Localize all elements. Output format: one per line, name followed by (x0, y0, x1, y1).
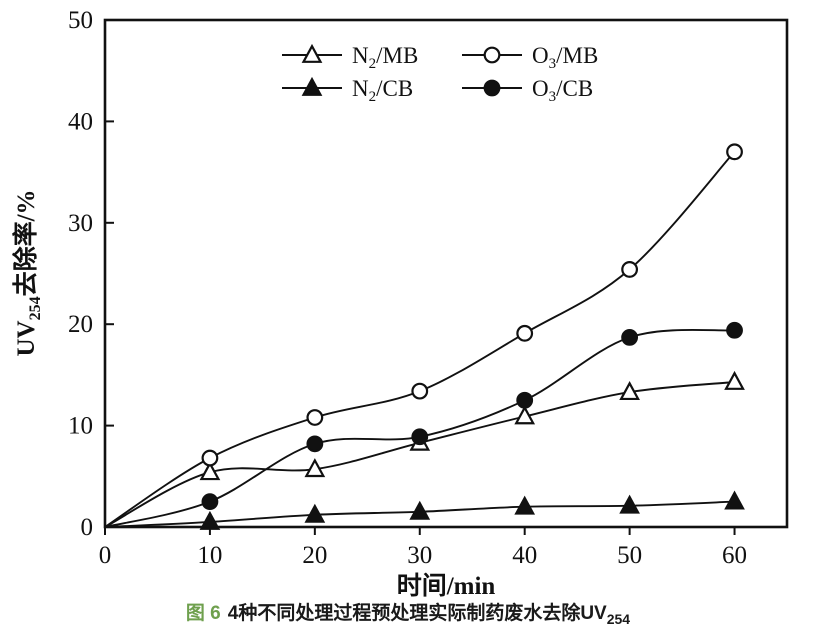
data-point-N2/CB-30min (409, 500, 431, 520)
data-point-O3/MB-20min (306, 409, 324, 426)
x-axis-tick-label: 20 (302, 542, 327, 569)
figure-number: 图 6 (185, 603, 221, 624)
legend-label-O3/MB: O3/MB (532, 43, 598, 72)
y-axis-title: UV254去除率/% (11, 189, 44, 356)
series-O3/MB (104, 143, 743, 528)
figure-caption: 图 6 4种不同处理过程预处理实际制药废水去除UV254 (0, 598, 816, 627)
data-point-N2/CB-10min (199, 510, 221, 530)
data-point-O3/MB-10min (201, 449, 219, 467)
data-point-N2/MB-40min (514, 405, 536, 425)
series-N2/CB (104, 490, 745, 530)
data-point-N2/MB-20min (304, 458, 326, 478)
data-point-O3/CB-40min (516, 391, 534, 409)
caption-subscript: 254 (606, 610, 631, 627)
x-axis-tick-label: 40 (512, 542, 537, 569)
legend-label-O3/CB: O3/CB (532, 76, 593, 105)
data-point-N2/CB-20min (304, 503, 326, 523)
y-axis-tick-label: 20 (68, 311, 93, 338)
plot-frame (103, 18, 789, 529)
data-point-N2/MB-10min (199, 461, 221, 481)
x-axis-title: 时间/min (397, 572, 496, 598)
data-point-O3/MB-40min (516, 324, 534, 342)
legend-entry-N2/MB: N2/MB (282, 43, 418, 72)
legend-marker-circle-open (483, 46, 501, 64)
data-point-N2/CB-60min (724, 490, 745, 510)
data-point-O3/CB-30min (411, 428, 429, 446)
x-axis-tick-label: 0 (99, 542, 112, 569)
x-axis-tick-label: 30 (407, 542, 432, 569)
legend-entry-O3/CB: O3/CB (462, 76, 593, 105)
legend-marker-triangle-open (301, 43, 323, 63)
legend-entry-O3/MB: O3/MB (462, 43, 598, 72)
x-axis-tick-label: 10 (197, 542, 222, 569)
y-axis-tick-label: 50 (68, 7, 93, 34)
legend-label-N2/MB: N2/MB (352, 43, 418, 72)
data-point-O3/MB-30min (411, 382, 429, 400)
y-axis-tick-label: 10 (68, 413, 93, 440)
data-point-O3/CB-10min (201, 493, 219, 511)
data-point-N2/MB-50min (619, 381, 640, 401)
y-axis-tick-label: 40 (68, 108, 93, 135)
data-point-N2/MB-60min (724, 370, 745, 390)
data-point-O3/CB-50min (621, 328, 639, 346)
series-O3/CB (104, 321, 743, 528)
y-axis-tick-label: 0 (81, 514, 94, 541)
x-axis-tick-label: 50 (617, 542, 642, 569)
series-line-O3/MB (104, 151, 736, 528)
uv254-removal-line-chart: 0 10 20 30 40 50 0 10 20 30 40 50 60 时间/min UV254去除率/%… (11, 7, 789, 598)
data-point-O3/CB-60min (726, 321, 743, 339)
data-point-O3/CB-20min (306, 435, 324, 453)
x-axis-tick-label: 60 (722, 542, 747, 569)
legend-entry-N2/CB: N2/CB (282, 76, 413, 105)
data-point-N2/CB-40min (514, 495, 536, 515)
caption-text: 4种不同处理过程预处理实际制药废水去除UV (227, 603, 607, 624)
legend: N2/MB O3/MB N2/CB O3/CB (282, 43, 598, 105)
data-point-O3/MB-50min (621, 261, 639, 278)
legend-marker-circle-filled (483, 79, 501, 97)
legend-marker-triangle-filled (301, 76, 323, 96)
y-axis-tick-label: 30 (68, 210, 93, 237)
legend-label-N2/CB: N2/CB (352, 76, 413, 105)
data-point-O3/MB-60min (726, 143, 743, 161)
data-point-N2/CB-50min (619, 494, 640, 514)
